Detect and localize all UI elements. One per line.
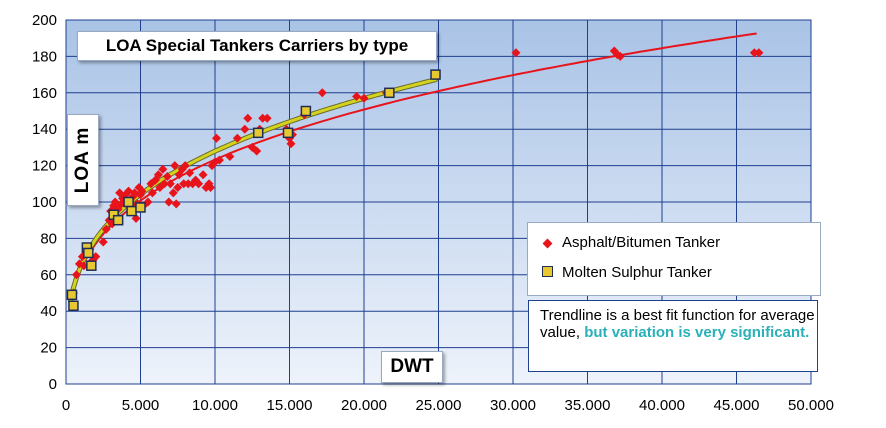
- asphalt-point: [173, 182, 183, 192]
- asphalt-point: [317, 88, 327, 98]
- square-marker-icon: [540, 262, 554, 284]
- asphalt-point: [754, 48, 764, 58]
- y-tick-label: 80: [40, 230, 57, 247]
- asphalt-point: [101, 224, 111, 234]
- plot-border: [65, 19, 812, 385]
- y-tick-label: 0: [49, 376, 57, 393]
- asphalt-point: [159, 179, 169, 189]
- asphalt-point: [359, 93, 369, 103]
- asphalt-point: [164, 197, 174, 207]
- sulphur-point: [123, 196, 134, 208]
- x-tick-label: 10.000: [192, 397, 238, 414]
- sulphur-point: [300, 105, 312, 117]
- asphalt-point: [240, 124, 250, 134]
- y-axis-label: LOA m: [72, 126, 93, 194]
- asphalt-point: [352, 91, 362, 101]
- sulphur-point: [83, 247, 94, 259]
- x-tick-label: 20.000: [341, 397, 387, 414]
- asphalt-point: [232, 133, 242, 143]
- trendline-note-highlight: but variation is very significant.: [584, 324, 810, 341]
- asphalt-point: [180, 161, 190, 171]
- asphalt-point: [252, 146, 262, 156]
- legend-item-sulphur: Molten Sulphur Tanker: [540, 262, 712, 284]
- y-tick-label: 180: [32, 48, 57, 65]
- x-tick-label: 50.000: [788, 397, 834, 414]
- legend-label-asphalt: Asphalt/Bitumen Tanker: [562, 234, 721, 251]
- legend: Asphalt/Bitumen Tanker Molten Sulphur Ta…: [527, 222, 821, 296]
- asphalt-point: [511, 48, 521, 58]
- y-axis-label-box: LOA m: [67, 114, 99, 206]
- sulphur-point: [430, 69, 441, 80]
- asphalt-point: [615, 51, 625, 61]
- sulphur-point: [384, 87, 395, 99]
- y-tick-label: 140: [32, 121, 57, 138]
- asphalt-point: [147, 188, 157, 198]
- asphalt-point: [158, 164, 168, 174]
- asphalt-point: [170, 161, 180, 171]
- y-tick-label: 100: [32, 194, 57, 211]
- asphalt-point: [153, 170, 163, 180]
- x-tick-label: 25.000: [416, 397, 462, 414]
- y-tick-label: 200: [32, 12, 57, 29]
- diamond-marker-icon: [540, 232, 554, 254]
- trendline-note-text: Trendline is a best fit function for ave…: [540, 307, 815, 341]
- y-tick-label: 160: [32, 85, 57, 102]
- chart-title: LOA Special Tankers Carriers by type: [77, 31, 437, 61]
- asphalt-point: [198, 170, 208, 180]
- legend-label-sulphur: Molten Sulphur Tanker: [562, 264, 712, 281]
- sulphur-point: [86, 260, 97, 271]
- sulphur-point: [126, 205, 137, 217]
- y-tick-label: 40: [40, 303, 57, 320]
- sulphur-point: [135, 202, 146, 213]
- y-tick-label: 120: [32, 158, 57, 175]
- asphalt-point: [185, 168, 195, 178]
- asphalt-point: [211, 133, 221, 143]
- asphalt-point: [194, 179, 204, 189]
- asphalt-point: [214, 155, 224, 165]
- asphalt-point: [71, 270, 81, 280]
- x-tick-label: 40.000: [639, 397, 685, 414]
- asphalt-point: [162, 172, 172, 182]
- tick-labels: 0 20 40 60 80 100 120 140 160 180 200 0 5.000 10.000 1…: [32, 12, 834, 414]
- asphalt-point: [206, 182, 216, 192]
- asphalt-point: [243, 113, 253, 123]
- x-tick-label: 15.000: [267, 397, 313, 414]
- x-tick-label: 30.000: [490, 397, 536, 414]
- asphalt-point: [262, 113, 272, 123]
- asphalt-point: [137, 186, 147, 196]
- sulphur-point: [282, 127, 294, 139]
- x-axis-label: DWT: [381, 351, 443, 383]
- asphalt-point: [171, 199, 181, 209]
- asphalt-point: [165, 179, 175, 189]
- asphalt-point: [225, 152, 235, 161]
- sulphur-point: [252, 127, 264, 139]
- asphalt-point: [286, 139, 296, 149]
- x-tick-label: 0: [62, 397, 70, 414]
- data-points: [66, 46, 764, 311]
- asphalt-point: [168, 188, 178, 198]
- sulphur-point: [112, 214, 124, 226]
- sulphur-point: [66, 289, 78, 301]
- x-tick-label: 35.000: [565, 397, 611, 414]
- legend-item-asphalt: Asphalt/Bitumen Tanker: [540, 232, 720, 254]
- y-tick-label: 60: [40, 267, 57, 284]
- trendline-asphalt: [69, 32, 757, 305]
- asphalt-point: [98, 237, 108, 247]
- x-tick-label: 45.000: [714, 397, 760, 414]
- trendline-note: Trendline is a best fit function for ave…: [528, 300, 818, 372]
- y-tick-label: 20: [40, 340, 57, 357]
- x-tick-label: 5.000: [122, 397, 160, 414]
- sulphur-point: [68, 300, 79, 311]
